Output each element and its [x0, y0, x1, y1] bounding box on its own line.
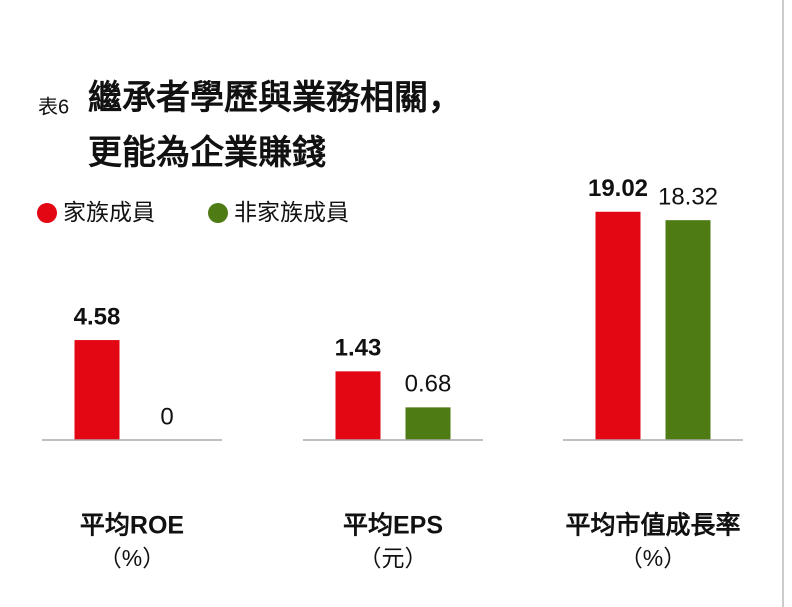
unit-label: （元）	[359, 545, 428, 571]
category-label: 平均市值成長率	[565, 511, 740, 540]
table-label: 表6	[38, 95, 69, 118]
legend-label: 非家族成員	[234, 199, 349, 225]
legend-swatch	[208, 203, 228, 223]
value-label: 0.68	[405, 371, 452, 398]
bar	[595, 211, 641, 440]
chart-title: 更能為企業賺錢	[88, 133, 326, 172]
category-label: 平均EPS	[343, 512, 443, 540]
value-label: 1.43	[335, 335, 382, 362]
category-label: 平均ROE	[80, 512, 184, 540]
bar	[335, 371, 381, 440]
chart-title: 繼承者學歷與業務相關，	[88, 79, 462, 117]
legend-label: 家族成員	[63, 199, 155, 225]
value-label: 19.02	[588, 175, 648, 202]
bar	[405, 407, 451, 440]
value-label: 4.58	[74, 303, 121, 330]
unit-label: （%）	[99, 545, 165, 571]
value-label: 18.32	[658, 184, 718, 211]
bar	[665, 220, 711, 440]
bar	[74, 340, 120, 440]
value-label: 0	[160, 403, 173, 430]
legend-swatch	[37, 203, 57, 223]
unit-label: （%）	[620, 545, 686, 571]
